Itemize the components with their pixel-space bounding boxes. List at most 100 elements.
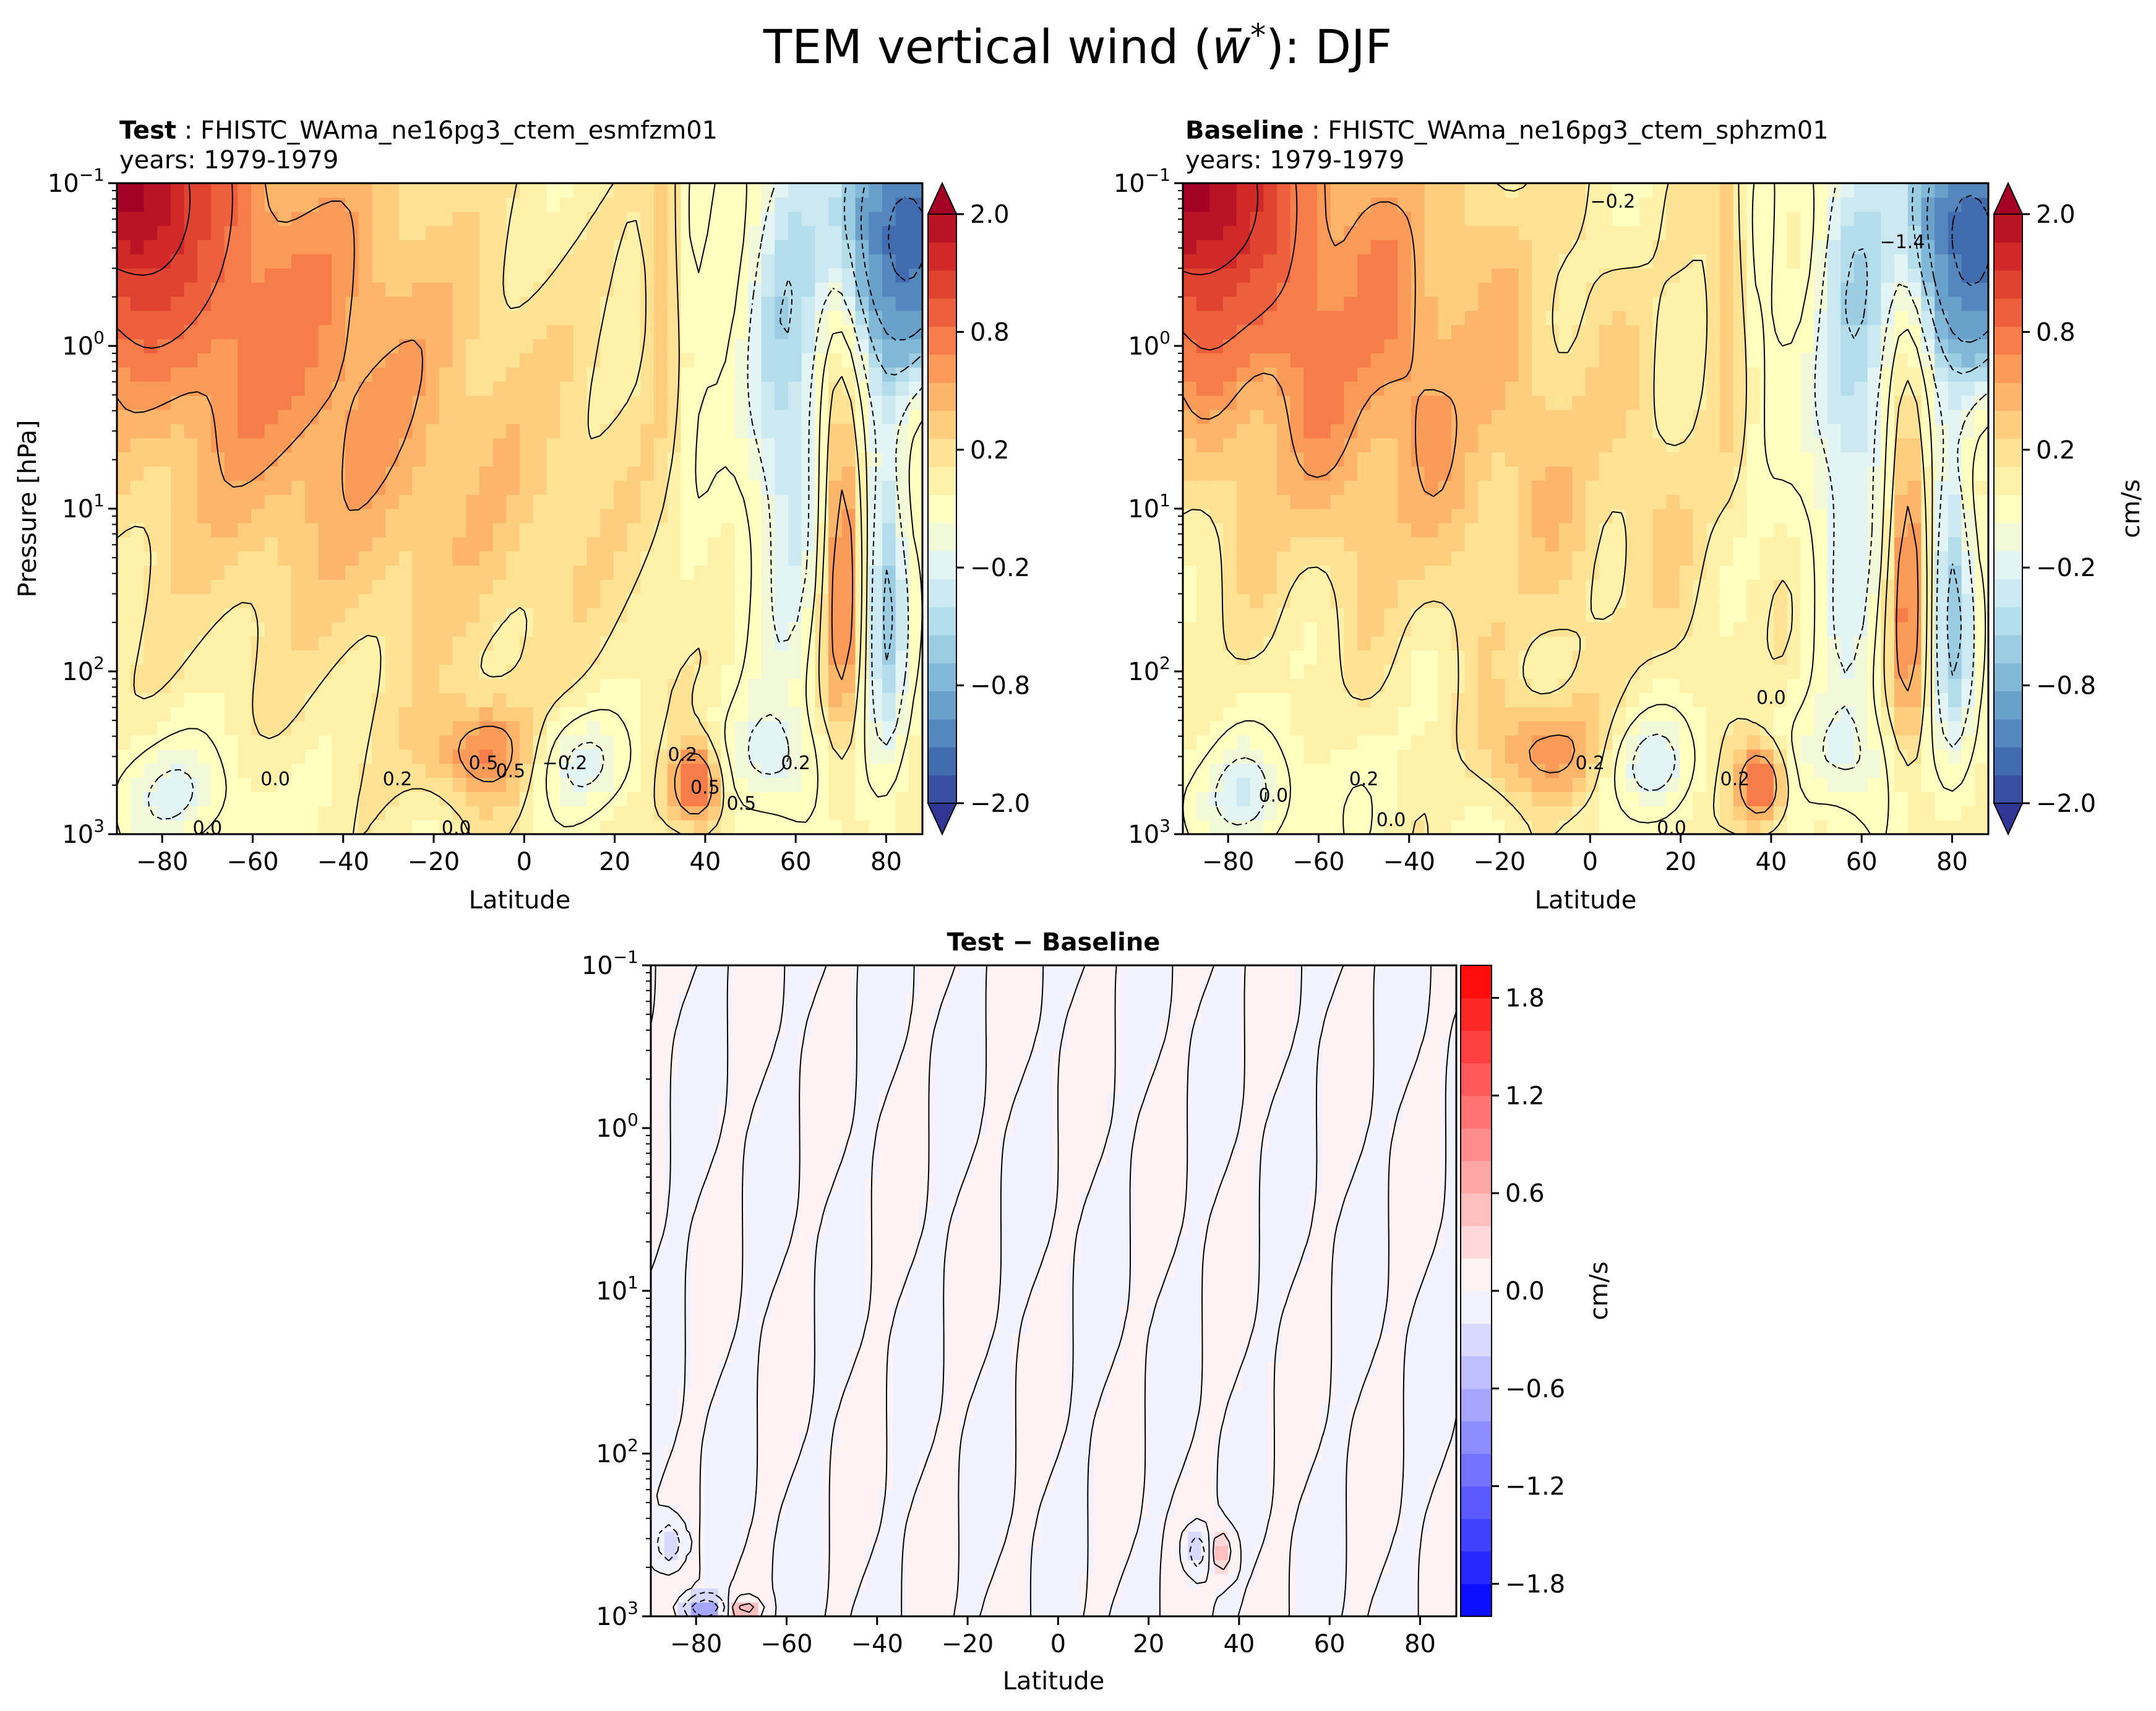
field-cell xyxy=(479,409,494,425)
field-cell xyxy=(1961,791,1975,806)
field-cell xyxy=(909,522,922,538)
field-cell xyxy=(506,254,520,269)
field-cell xyxy=(1183,636,1197,651)
field-cell xyxy=(224,721,238,736)
field-cell xyxy=(1196,423,1210,439)
field-cell xyxy=(385,692,400,707)
field-cell xyxy=(1867,749,1881,764)
field-cell xyxy=(869,636,883,651)
contour-label: 0.0 xyxy=(260,769,290,790)
field-cell xyxy=(452,692,466,707)
field-cell xyxy=(775,565,789,580)
field-cell xyxy=(895,452,909,467)
field-cell xyxy=(734,324,749,340)
field-cell xyxy=(1330,367,1344,382)
field-cell xyxy=(694,820,708,834)
field-cell xyxy=(882,225,896,241)
field-cell xyxy=(640,551,655,566)
field-cell xyxy=(654,211,668,226)
field-cell xyxy=(640,791,655,806)
field-cell xyxy=(1478,820,1492,834)
field-cell xyxy=(210,579,225,594)
field-cell xyxy=(533,735,547,750)
field-cell xyxy=(775,551,789,566)
field-cell xyxy=(747,466,762,481)
field-cell xyxy=(1975,551,1988,566)
field-cell xyxy=(721,551,735,566)
field-cell xyxy=(385,395,400,410)
field-cell xyxy=(1907,820,1922,834)
field-cell xyxy=(1236,338,1251,354)
field-cell xyxy=(586,423,601,439)
field-cell xyxy=(761,636,775,651)
field-cell xyxy=(1250,409,1264,425)
field-cell xyxy=(278,494,292,509)
field-cell xyxy=(533,494,547,509)
field-cell xyxy=(1330,537,1344,552)
field-cell xyxy=(1451,409,1466,425)
field-cell xyxy=(224,310,238,325)
field-cell xyxy=(1813,749,1828,764)
field-cell xyxy=(1961,650,1975,665)
field-cell xyxy=(586,268,601,283)
field-cell xyxy=(1451,579,1466,594)
field-cell xyxy=(1733,480,1747,495)
field-cell xyxy=(1720,522,1734,538)
field-cell xyxy=(479,522,494,538)
field-cell xyxy=(775,395,789,410)
field-cell xyxy=(1464,437,1479,453)
field-cell xyxy=(1746,437,1761,453)
field-cell xyxy=(1827,664,1841,679)
field-cell xyxy=(600,268,614,283)
field-cell xyxy=(238,395,252,410)
field-cell xyxy=(318,268,332,283)
field-cell xyxy=(197,537,212,552)
field-cell xyxy=(681,692,695,707)
field-cell xyxy=(1907,367,1922,382)
field-cell xyxy=(251,664,265,679)
field-cell xyxy=(264,621,278,637)
field-cell xyxy=(882,791,896,806)
field-cell xyxy=(1639,678,1654,693)
field-cell xyxy=(506,466,520,481)
field-cell xyxy=(412,735,426,750)
field-cell xyxy=(278,183,292,198)
field-cell xyxy=(586,310,601,325)
field-cell xyxy=(1357,537,1372,552)
field-cell xyxy=(1706,409,1720,425)
field-cell xyxy=(1666,409,1680,425)
field-cell xyxy=(1881,763,1895,778)
field-cell xyxy=(1733,551,1747,566)
field-cell xyxy=(1330,353,1344,368)
field-cell xyxy=(238,310,252,325)
field-cell xyxy=(1800,551,1815,566)
field-cell xyxy=(385,721,400,736)
field-cell xyxy=(909,480,922,495)
field-cell xyxy=(238,579,252,594)
field-cell xyxy=(1935,367,1949,382)
field-cell xyxy=(157,452,171,467)
test-subtitle: years: 1979-1979 xyxy=(119,146,338,175)
field-cell xyxy=(1572,551,1586,566)
field-cell xyxy=(1746,353,1761,368)
field-cell xyxy=(1303,749,1318,764)
field-cell xyxy=(1907,692,1922,707)
field-cell xyxy=(1894,565,1909,580)
field-cell xyxy=(667,452,681,467)
field-cell xyxy=(1196,353,1210,368)
field-cell xyxy=(1478,537,1492,552)
field-cell xyxy=(573,551,588,566)
field-cell xyxy=(909,820,922,834)
contour-line xyxy=(117,183,191,276)
field-cell xyxy=(1666,608,1680,623)
field-cell xyxy=(1948,707,1962,722)
field-cell xyxy=(130,239,144,254)
field-cell xyxy=(1666,763,1680,778)
field-cell xyxy=(1599,395,1613,410)
field-cell xyxy=(412,239,426,254)
field-cell xyxy=(304,211,319,226)
field-cell xyxy=(479,721,494,736)
field-cell xyxy=(1773,692,1788,707)
field-cell xyxy=(600,763,614,778)
field-cell xyxy=(1303,537,1318,552)
